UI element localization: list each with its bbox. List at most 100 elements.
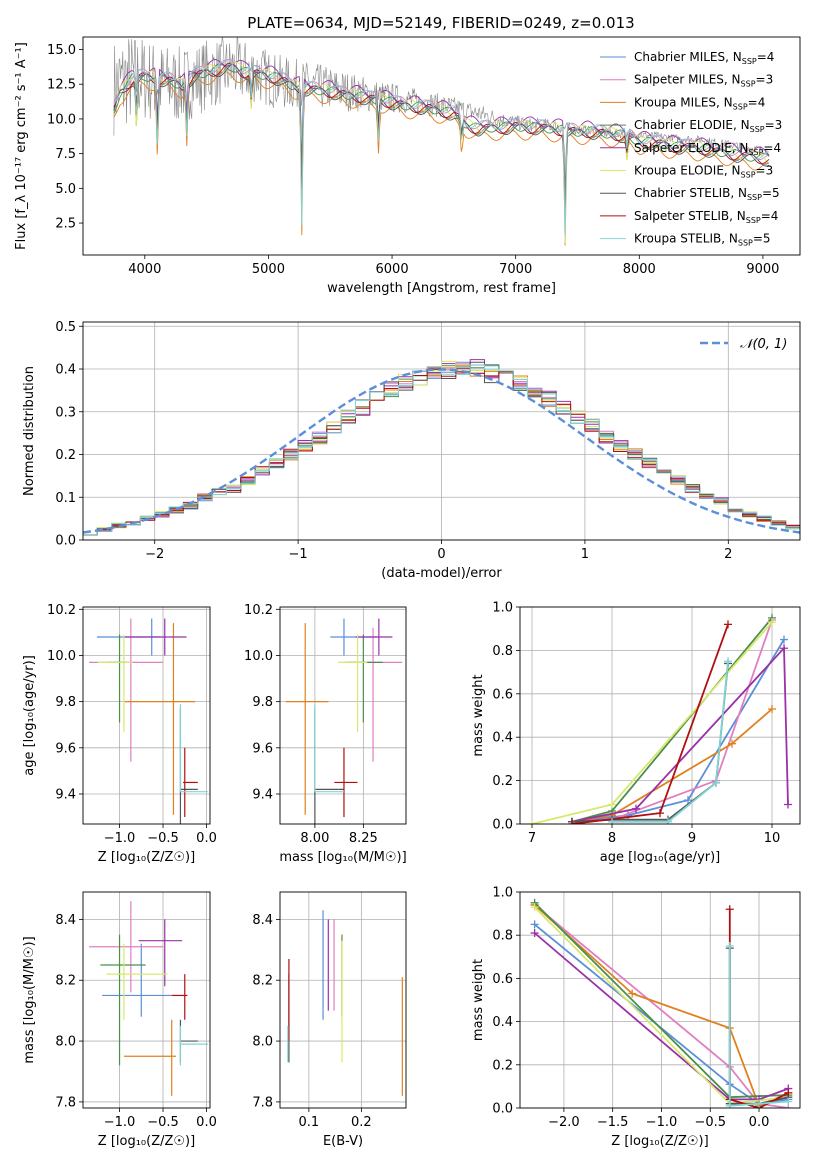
legend-label-sub: SSP	[741, 80, 756, 89]
data-point-marker	[784, 800, 792, 809]
legend-label: Kroupa MILES, NSSP=4	[634, 95, 765, 111]
data-point-marker	[755, 1099, 764, 1108]
axes-frame	[519, 891, 801, 1109]
x-tick-label: 0.2	[351, 1115, 372, 1130]
errorbar-salpeter-miles	[343, 627, 403, 762]
legend-label-sub: SSP	[738, 239, 753, 248]
chart-title: PLATE=0634, MJD=52149, FIBERID=0249, z=0…	[247, 14, 634, 32]
data-point-marker	[724, 657, 732, 666]
x-tick-label: −1	[289, 547, 308, 562]
x-tick-label: 8000	[623, 262, 656, 277]
errorbar-salpeter-elodie	[355, 618, 393, 656]
series-line	[534, 904, 789, 1108]
y-tick-label: 0.8	[492, 644, 513, 659]
y-tick-label: 9.4	[252, 787, 273, 802]
panel-weight-vs-z: −2.0 −1.5 −1.0 −0.5 0.0 0.0 0.2 0.4 0.6 0.8 1.0 Z […	[471, 886, 801, 1149]
x-tick-label: 7	[528, 831, 536, 846]
data-point-marker	[725, 1101, 734, 1108]
x-tick-label: 8.00	[300, 831, 329, 846]
data-point-marker	[784, 1088, 793, 1097]
errorbar-kroupa-stelib	[314, 703, 344, 793]
data-point-marker	[568, 820, 576, 824]
grid	[280, 892, 406, 1108]
plot-area	[89, 901, 209, 1096]
series-kroupa-stelib	[725, 942, 793, 1108]
x-tick-label: 0.0	[196, 1115, 217, 1130]
data-point-marker	[684, 796, 692, 805]
errorbar-chabrier-miles	[102, 943, 172, 1017]
errorbar-kroupa-stelib	[179, 703, 209, 793]
grid	[83, 892, 210, 1108]
series-line	[571, 617, 773, 823]
y-tick-label: 0.2	[492, 774, 513, 789]
y-tick-label: 10.2	[244, 603, 273, 618]
panel-mass-vs-z: −1.0 −0.5 0.0 7.8 8.0 8.2 8.4 Z [log₁₀(Z/Z☉)] ma…	[22, 891, 217, 1149]
errorbar-salpeter-stelib	[183, 747, 198, 818]
panel-age-vs-mass: 8.00 8.25 9.4 9.6 9.8 10.0 10.2 mass [log₁₀(M/M…	[244, 603, 407, 865]
y-tick-label: 12.5	[47, 78, 76, 93]
y-tick-label: 1.0	[492, 886, 513, 901]
y-tick-label: 10.2	[47, 603, 76, 618]
legend-label: Salpeter ELODIE, NSSP=4	[634, 141, 781, 157]
errorbar-kroupa-miles	[123, 1019, 177, 1096]
plot-area	[287, 910, 403, 1096]
data-point-marker	[608, 800, 616, 809]
data-point-marker	[656, 809, 664, 818]
y-tick-label: 10.0	[47, 112, 76, 127]
errorbar-kroupa-elodie	[338, 634, 368, 732]
data-point-marker	[608, 817, 616, 824]
model-spectrum-chabrier-elodie	[113, 63, 770, 193]
series-line	[571, 645, 789, 823]
x-tick-label: 6000	[376, 262, 409, 277]
x-axis-label: (data-model)/error	[381, 566, 502, 581]
histogram-kroupa-stelib	[83, 364, 800, 540]
legend-label: Chabrier ELODIE, NSSP=3	[634, 118, 782, 134]
series-line	[534, 932, 789, 1101]
y-tick-label: 0.0	[492, 1102, 513, 1117]
y-tick-label: 0.4	[492, 731, 513, 746]
y-axis-label: Normed distribution	[22, 366, 37, 496]
panel-mass-vs-ebv: 0.1 0.2 7.8 8.0 8.2 8.4 E(B-V)	[252, 891, 407, 1149]
legend-label: Salpeter STELIB, NSSP=4	[634, 209, 778, 225]
y-tick-label: 0.0	[55, 534, 76, 549]
legend-label-n: =4	[757, 50, 775, 64]
y-tick-label: 9.8	[252, 695, 273, 710]
y-tick-label: 0.8	[492, 929, 513, 944]
x-tick-label: 7000	[499, 262, 532, 277]
legend-label-n: =3	[765, 118, 783, 132]
y-tick-label: 1.0	[492, 601, 513, 616]
series-kroupa-stelib	[608, 657, 732, 824]
series-chabrier-elodie	[568, 613, 776, 824]
y-tick-label: 0.2	[492, 1058, 513, 1073]
y-axis-label: Flux [f_λ 10⁻¹⁷ erg cm⁻² s⁻¹ A⁻¹]	[14, 42, 29, 250]
data-point-marker	[768, 618, 776, 627]
errorbar-salpeter-stelib	[171, 974, 188, 1020]
panel-spectrum: 4000 5000 6000 7000 8000 9000 2.5 5.0 7.5 10.0 12.…	[14, 36, 801, 296]
x-axis-label: mass [log₁₀(M/M☉)]	[279, 850, 406, 865]
errorbar-kroupa-stelib	[179, 1025, 209, 1066]
legend-label-text: Kroupa ELODIE, N	[634, 164, 741, 178]
x-axis-label: Z [log₁₀(Z/Z☉)]	[611, 1134, 708, 1149]
grid	[83, 607, 210, 824]
x-tick-label: 8	[608, 831, 616, 846]
data-point-marker	[725, 905, 734, 914]
x-tick-label: 0.0	[749, 1115, 770, 1130]
errorbar-salpeter-stelib	[334, 747, 358, 818]
x-tick-label: −2	[145, 547, 164, 562]
x-tick-label: 5000	[252, 262, 285, 277]
model-spectrum-salpeter-stelib	[113, 62, 770, 222]
y-tick-label: 0.5	[55, 320, 76, 335]
y-tick-label: 0.0	[492, 818, 513, 833]
y-tick-label: 0.4	[492, 1015, 513, 1030]
legend-label-text: Kroupa MILES, N	[634, 95, 733, 109]
axes-frame	[279, 891, 407, 1109]
y-tick-label: 10.0	[244, 649, 273, 664]
x-axis-label: E(B-V)	[323, 1134, 363, 1149]
series-line	[571, 639, 785, 823]
series-kroupa-elodie	[528, 618, 776, 824]
y-tick-label: 5.0	[55, 182, 76, 197]
x-tick-label: −1.0	[646, 1115, 678, 1130]
y-tick-label: 9.6	[252, 741, 273, 756]
y-tick-label: 0.4	[55, 363, 76, 378]
legend: 𝒩(0, 1)	[700, 337, 787, 352]
